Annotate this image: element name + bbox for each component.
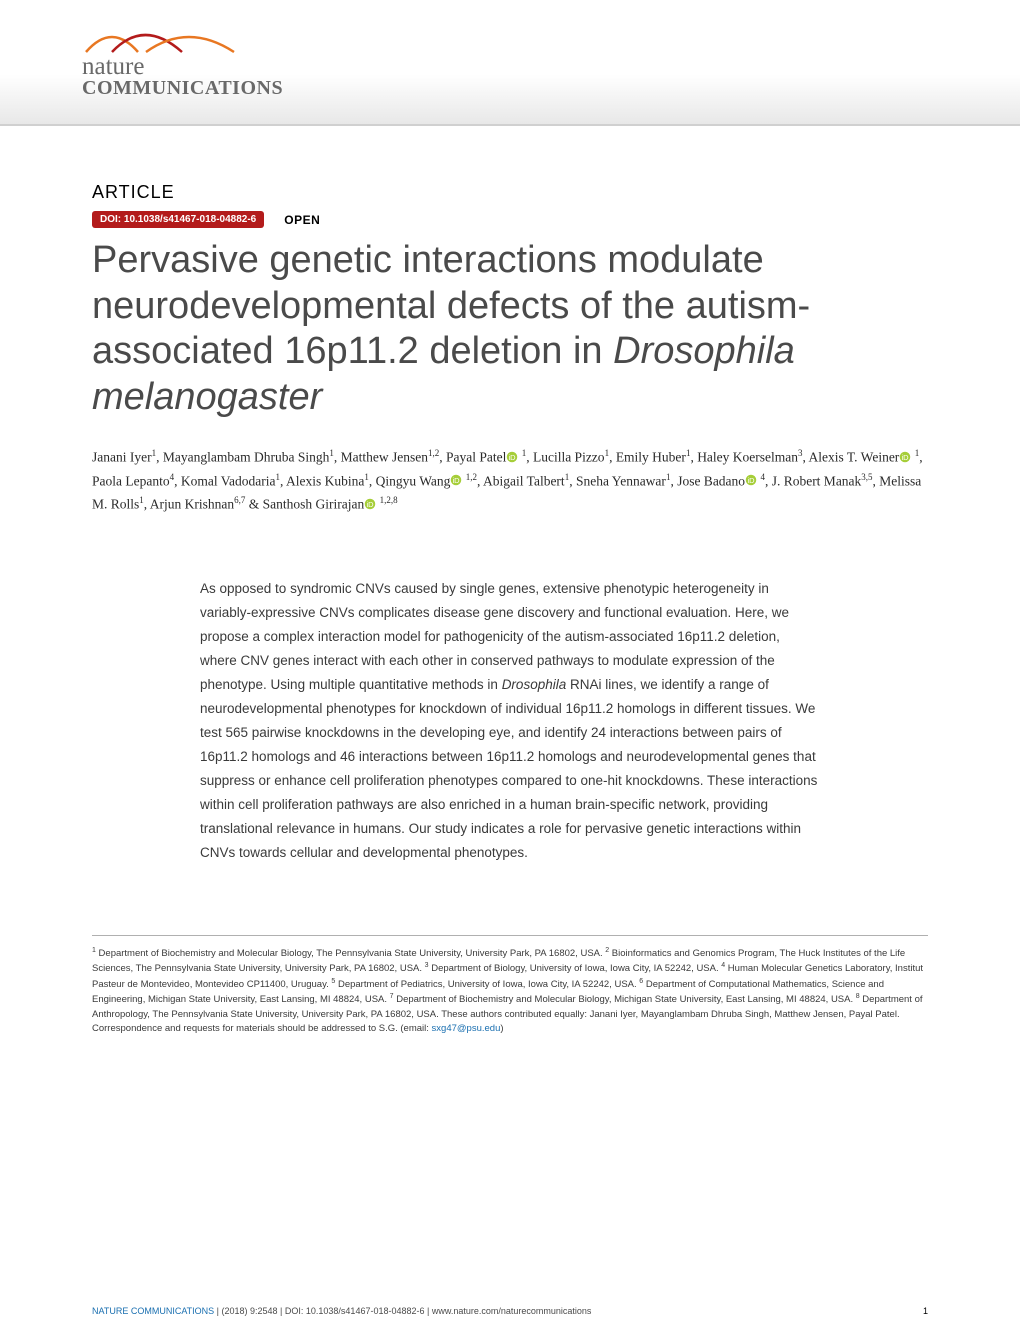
svg-text:iD: iD: [367, 500, 375, 509]
page-number: 1: [923, 1306, 928, 1316]
abstract-text: As opposed to syndromic CNVs caused by s…: [200, 577, 820, 865]
logo-text: nature COMMUNICATIONS: [82, 56, 283, 97]
svg-text:iD: iD: [509, 453, 517, 462]
header-band: nature COMMUNICATIONS: [0, 0, 1020, 126]
logo-line2: COMMUNICATIONS: [82, 79, 283, 97]
svg-text:iD: iD: [902, 453, 910, 462]
affiliations-block: 1 Department of Biochemistry and Molecul…: [92, 935, 928, 1036]
svg-text:iD: iD: [748, 476, 756, 485]
article-title: Pervasive genetic interactions modulate …: [92, 238, 928, 420]
author-list: Janani Iyer1, Mayanglambam Dhruba Singh1…: [92, 446, 928, 516]
svg-text:iD: iD: [453, 476, 461, 485]
article-content: ARTICLE DOI: 10.1038/s41467-018-04882-6 …: [0, 126, 1020, 1036]
journal-logo: nature COMMUNICATIONS: [82, 16, 283, 97]
article-type-label: ARTICLE: [92, 182, 928, 203]
open-access-badge: OPEN: [284, 213, 320, 227]
footer-citation: NATURE COMMUNICATIONS | (2018) 9:2548 | …: [92, 1306, 591, 1316]
doi-row: DOI: 10.1038/s41467-018-04882-6 OPEN: [92, 211, 928, 228]
logo-swoosh-icon: [82, 16, 242, 58]
logo-line1: nature: [82, 56, 283, 79]
doi-badge: DOI: 10.1038/s41467-018-04882-6: [92, 211, 264, 228]
page-footer: NATURE COMMUNICATIONS | (2018) 9:2548 | …: [92, 1306, 928, 1316]
